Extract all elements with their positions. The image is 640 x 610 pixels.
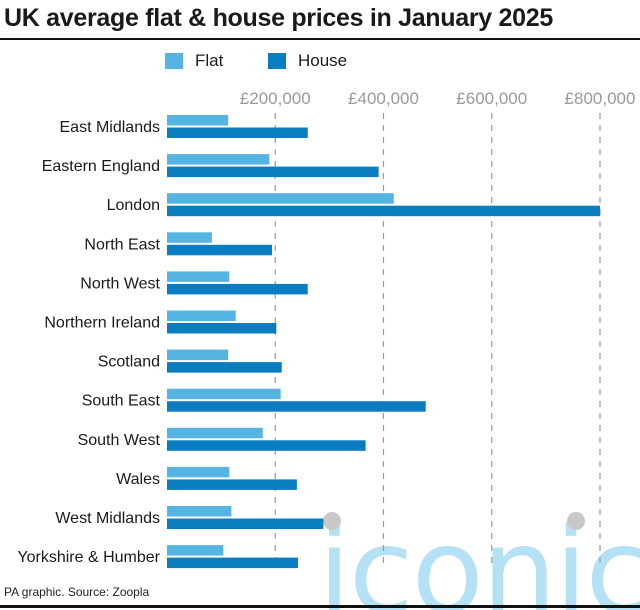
bar-house <box>167 518 324 529</box>
category-label: East Midlands <box>60 119 161 136</box>
bar-house <box>167 205 600 217</box>
bar-house <box>167 440 366 451</box>
category-label: Northern Ireland <box>44 315 160 332</box>
bar-flat <box>167 232 212 243</box>
bar-flat <box>167 154 270 165</box>
legend-item-flat: Flat <box>165 51 223 71</box>
bar-house <box>167 362 282 373</box>
bar-flat <box>167 271 230 282</box>
bar-flat <box>167 388 281 400</box>
bar-flat <box>167 506 232 517</box>
category-label: West Midlands <box>55 510 160 527</box>
legend-label-house: House <box>298 51 348 70</box>
bar-house <box>167 479 297 490</box>
category-label: London <box>107 197 160 214</box>
legend-label-flat: Flat <box>195 51 224 70</box>
category-label: North West <box>80 275 160 292</box>
bar-house <box>167 283 308 295</box>
tick-label: £200,000 <box>240 89 311 108</box>
bottom-divider <box>0 605 640 608</box>
bar-flat <box>167 193 394 204</box>
bar-flat <box>167 466 230 478</box>
category-label: South East <box>82 393 161 410</box>
legend-swatch-flat <box>165 53 183 69</box>
bar-flat <box>167 349 229 361</box>
watermark-dot <box>567 512 585 530</box>
bar-house <box>167 323 277 334</box>
bar-house <box>167 557 298 569</box>
bar-house <box>167 166 379 178</box>
title-divider <box>0 38 640 40</box>
legend-swatch-house <box>268 53 286 69</box>
tick-label: £400,000 <box>348 89 419 108</box>
watermark-dot <box>323 512 341 530</box>
category-label: North East <box>84 236 160 253</box>
tick-label: £800,000 <box>565 89 636 108</box>
category-label: South West <box>78 432 161 449</box>
bar-flat <box>167 310 236 321</box>
source-footer: PA graphic. Source: Zoopla <box>4 585 150 599</box>
bar-house <box>167 401 426 412</box>
category-label: Wales <box>116 471 160 488</box>
legend-item-house: House <box>268 51 347 71</box>
category-label: Yorkshire & Humber <box>17 549 160 566</box>
category-label: Scotland <box>98 354 160 371</box>
category-label: Eastern England <box>42 158 160 175</box>
watermark-logo: iconic <box>318 502 640 610</box>
bar-house <box>167 244 273 256</box>
bar-flat <box>167 427 263 439</box>
bar-flat <box>167 115 229 126</box>
bar-flat <box>167 545 224 556</box>
tick-label: £600,000 <box>456 89 527 108</box>
bar-house <box>167 127 308 138</box>
chart-title: UK average flat & house prices in Januar… <box>4 4 553 32</box>
